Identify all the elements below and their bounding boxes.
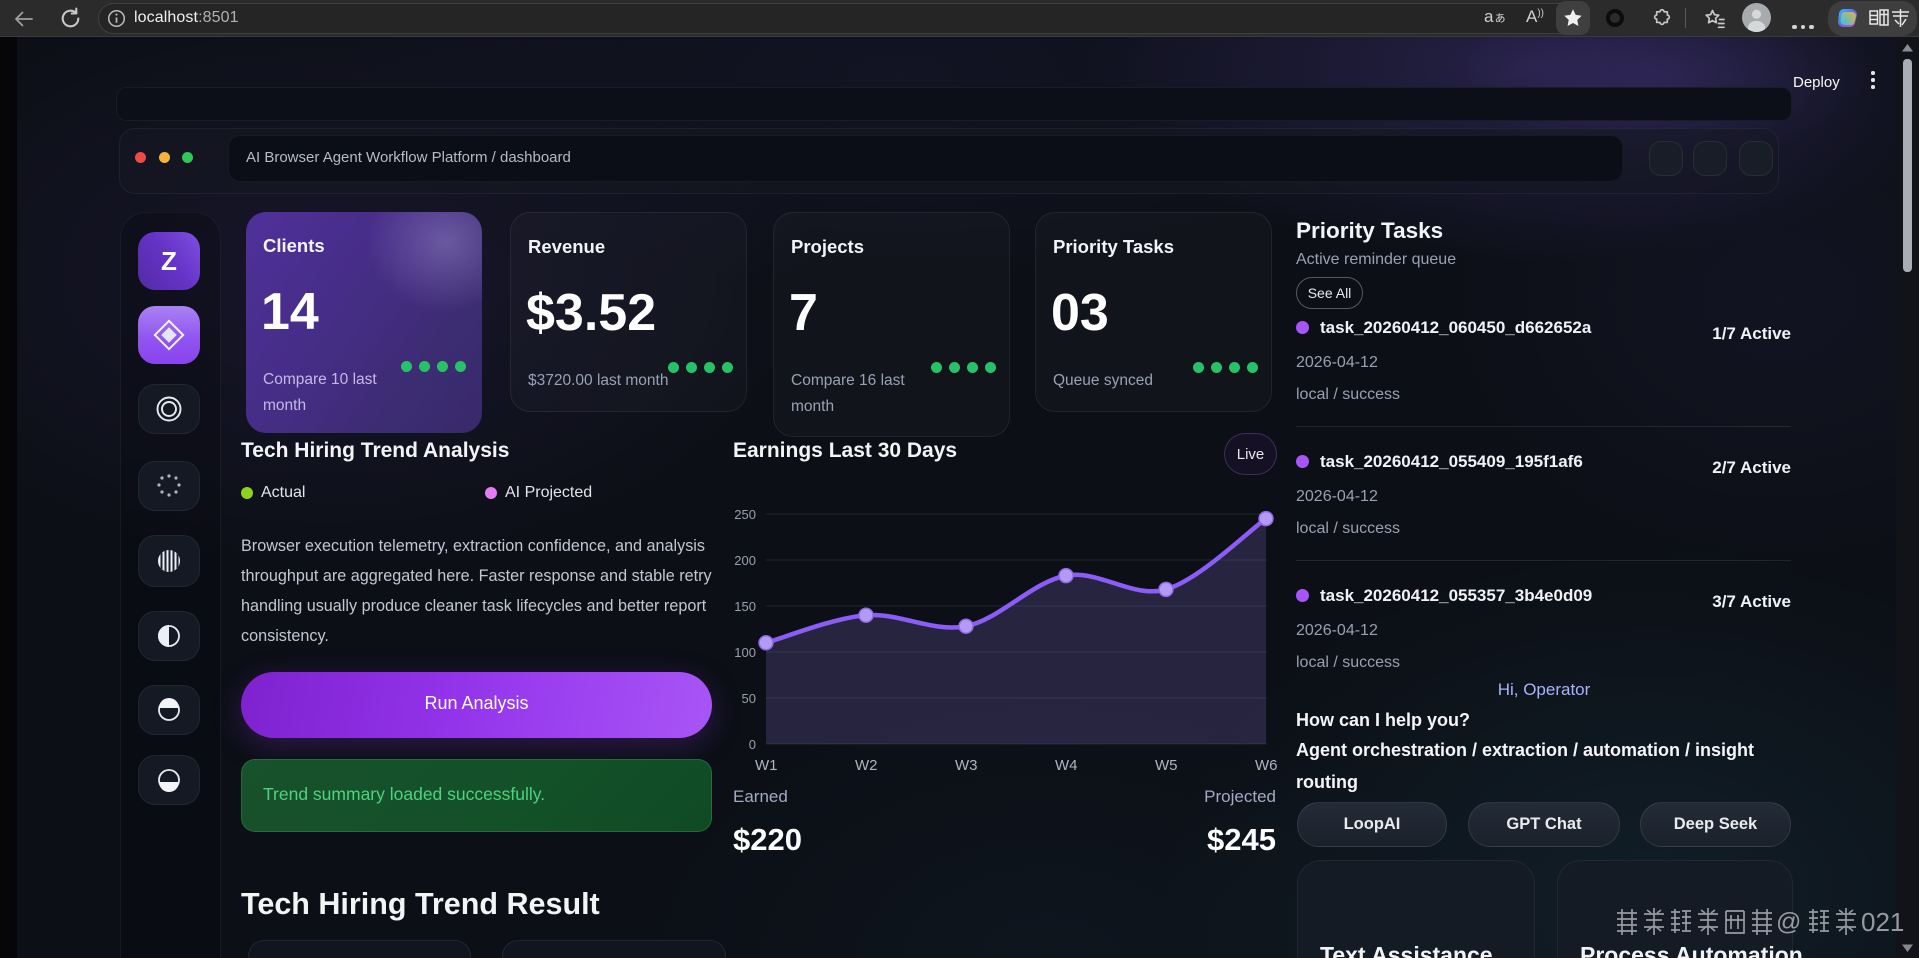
svg-text:021: 021 [1861,907,1904,936]
svg-text:@: @ [1776,908,1801,936]
